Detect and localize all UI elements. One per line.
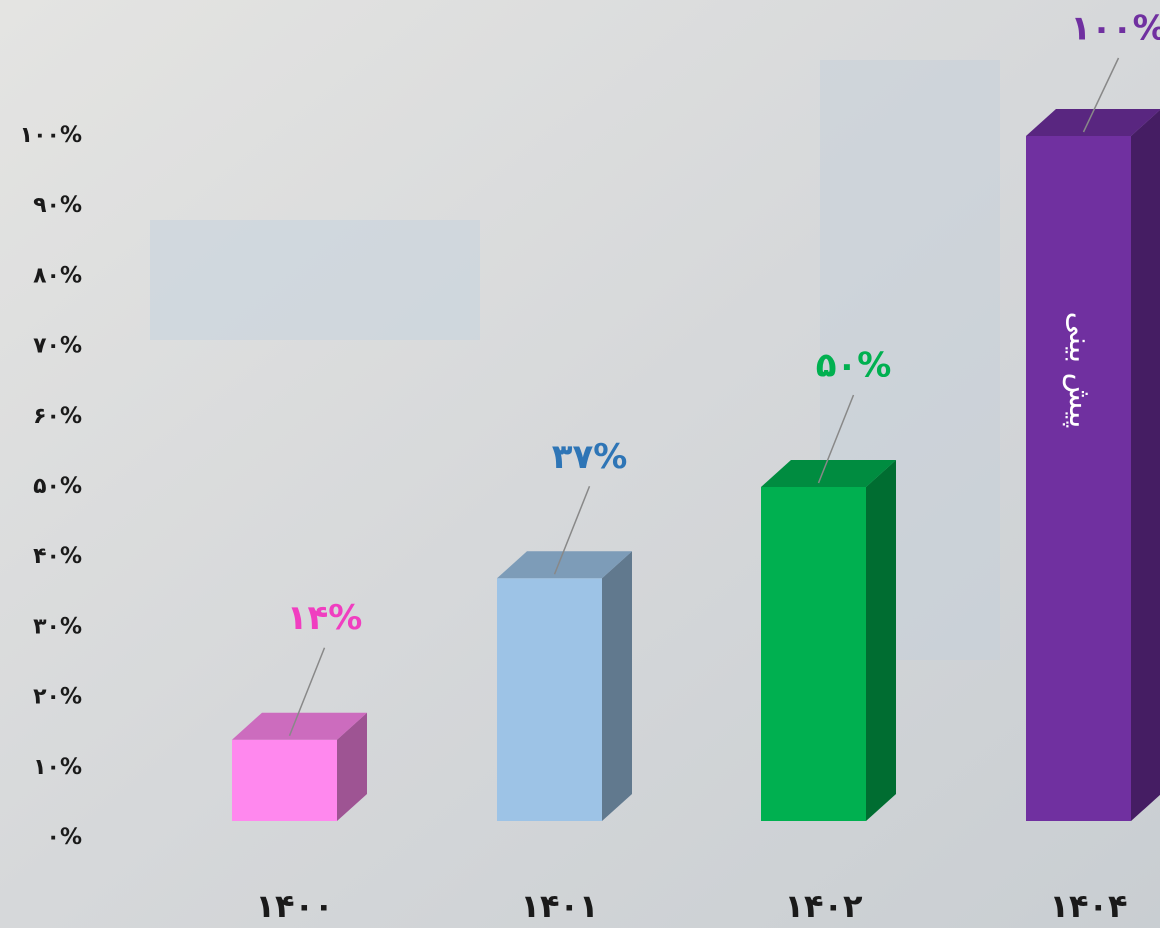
bar-side-shade xyxy=(866,460,896,821)
bar-side-shade xyxy=(1131,109,1160,821)
bar-top-shade xyxy=(761,460,896,487)
bar-front xyxy=(232,739,337,821)
x-tick-label: ۱۴۰۰ xyxy=(255,887,333,925)
x-tick-label: ۱۴۰۲ xyxy=(784,887,863,925)
y-tick-label: ۰% xyxy=(47,825,82,850)
bar-front xyxy=(1026,136,1131,821)
y-tick-label: ۳۰% xyxy=(33,614,82,639)
y-tick-label: ۸۰% xyxy=(33,263,82,288)
y-tick-label: ۲۰% xyxy=(33,685,82,710)
x-tick-label: ۱۴۰۱ xyxy=(520,887,598,925)
leader-line xyxy=(553,485,591,575)
bar-side-shade xyxy=(602,551,632,821)
bar-top xyxy=(232,712,367,740)
y-tick-label: ۷۰% xyxy=(33,334,82,359)
bar-top-shade xyxy=(1026,109,1160,136)
y-tick-label: ۱۰% xyxy=(33,755,82,780)
bar-top xyxy=(761,460,896,487)
y-tick-label: ۶۰% xyxy=(33,404,82,429)
bar-top-shade xyxy=(497,551,632,579)
bar-front xyxy=(497,578,602,821)
bar-side xyxy=(602,551,632,821)
bar-side xyxy=(866,460,896,821)
bar-side xyxy=(337,712,367,821)
leader-line xyxy=(288,647,326,736)
bar-top xyxy=(497,551,632,579)
bar-front xyxy=(761,487,866,821)
bar-top xyxy=(1026,109,1160,136)
bar-annotation: پیش بینی xyxy=(1062,312,1097,429)
value-label: ۱۴% xyxy=(287,598,363,638)
background-shape xyxy=(150,220,480,340)
bar-top-shade xyxy=(232,712,367,740)
x-tick-label: ۱۴۰۴ xyxy=(1049,887,1127,925)
leader-line xyxy=(817,394,855,484)
y-tick-label: ۵۰% xyxy=(33,474,82,499)
value-label: ۳۷% xyxy=(552,437,628,477)
value-label: ۱۰۰% xyxy=(1070,9,1160,49)
value-label: ۵۰% xyxy=(816,346,892,386)
leader-line xyxy=(1082,57,1120,133)
bar-side-shade xyxy=(337,712,367,821)
bar-side xyxy=(1131,109,1160,821)
y-tick-label: ۱۰۰% xyxy=(20,123,82,148)
y-tick-label: ۹۰% xyxy=(33,193,82,218)
y-tick-label: ۴۰% xyxy=(33,544,82,569)
